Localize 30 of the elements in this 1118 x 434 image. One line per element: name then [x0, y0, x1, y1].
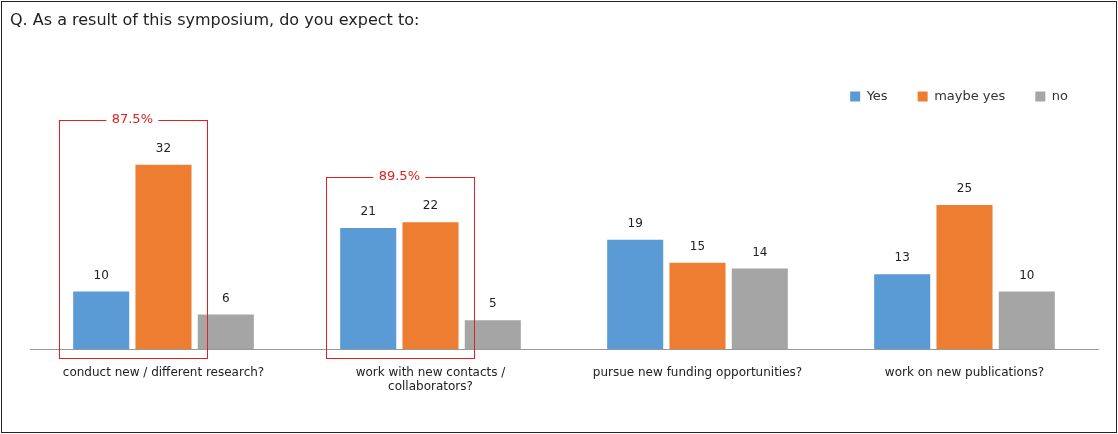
data-label: 32 — [155, 140, 172, 155]
data-label: 22 — [422, 198, 439, 213]
data-label: 14 — [752, 244, 768, 259]
data-label: 25 — [956, 181, 973, 196]
bar — [874, 274, 931, 350]
data-label: 21 — [360, 204, 376, 219]
x-tick-label: work on new publications? — [884, 364, 1045, 379]
x-tick-label: conduct new / different research? — [62, 364, 265, 379]
bar — [669, 262, 726, 350]
data-label: 10 — [1019, 267, 1035, 282]
text: 87.5% — [106, 110, 158, 126]
bar — [936, 205, 993, 350]
data-label: 15 — [689, 238, 706, 253]
bar — [607, 239, 664, 350]
chart-title: Q. As a result of this symposium, do you expect to: — [10, 10, 420, 29]
legend-label: Yes — [865, 87, 888, 103]
x-tick-label: pursue new funding opportunities? — [592, 364, 803, 379]
x-tick-label: work with new contacts / collaborators? — [355, 364, 507, 393]
bar — [340, 228, 397, 350]
data-label: 5 — [488, 296, 497, 311]
data-label: 10 — [93, 267, 109, 282]
data-label: 6 — [221, 290, 230, 305]
bar — [135, 164, 192, 350]
legend-label: no — [1051, 87, 1069, 103]
data-label: 13 — [894, 250, 910, 265]
data-label: 19 — [627, 215, 643, 230]
annotation: 89.5% — [373, 168, 425, 184]
bar — [73, 291, 130, 350]
legend-label: maybe yes — [934, 87, 1006, 103]
bar — [402, 222, 459, 350]
